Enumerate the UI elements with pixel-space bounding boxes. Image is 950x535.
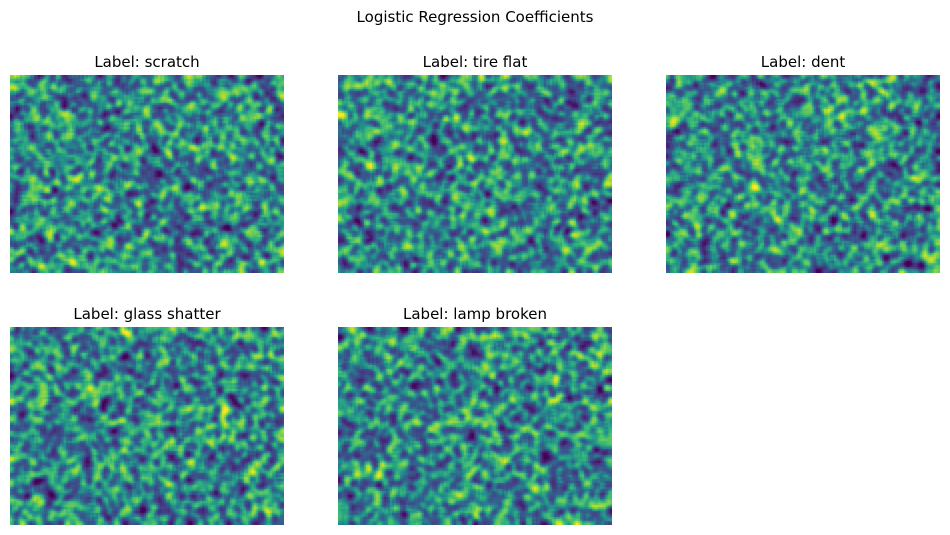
heatmap-panel-lamp-broken xyxy=(338,327,612,525)
panel-title-scratch: Label: scratch xyxy=(94,53,200,71)
panel-title-dent: Label: dent xyxy=(760,53,846,71)
panel-title-lamp-broken: Label: lamp broken xyxy=(403,305,547,323)
heatmap-image-dent xyxy=(666,75,940,273)
figure-title: Logistic Regression Coefficients xyxy=(356,8,594,26)
heatmap-image-lamp-broken xyxy=(338,327,612,525)
heatmap-image-tire-flat xyxy=(338,75,612,273)
panel-title-glass-shatter: Label: glass shatter xyxy=(73,305,221,323)
heatmap-panel-scratch xyxy=(10,75,284,273)
heatmap-image-scratch xyxy=(10,75,284,273)
heatmap-panel-tire-flat xyxy=(338,75,612,273)
panel-title-tire-flat: Label: tire flat xyxy=(422,53,528,71)
heatmap-image-glass-shatter xyxy=(10,327,284,525)
heatmap-panel-dent xyxy=(666,75,940,273)
heatmap-panel-glass-shatter xyxy=(10,327,284,525)
